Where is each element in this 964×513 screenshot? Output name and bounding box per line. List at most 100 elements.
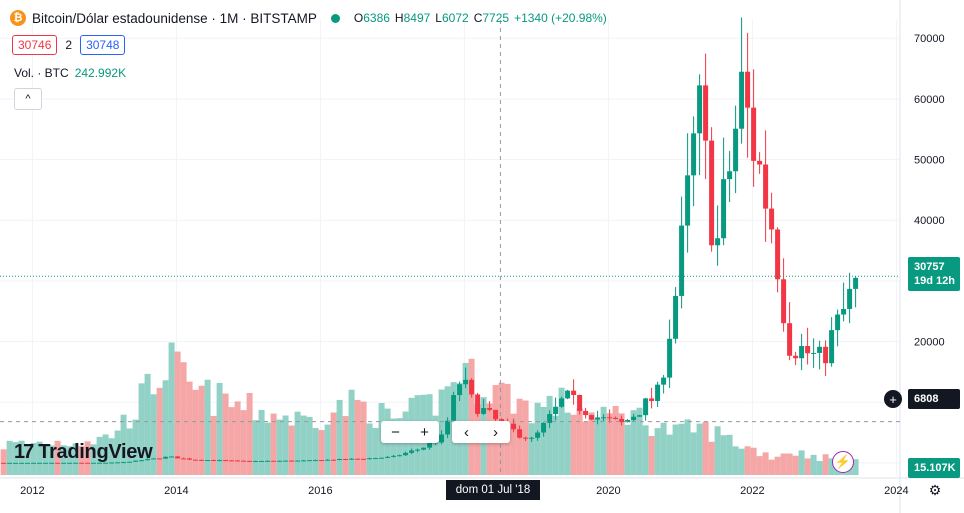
volume-bar — [810, 454, 817, 475]
candle-body — [475, 394, 481, 414]
volume-bar — [738, 448, 745, 475]
volume-bar — [222, 393, 229, 475]
symbol-title[interactable]: Bitcoin/Dólar estadounidense · 1M · BITS… — [32, 10, 317, 26]
candle-body — [103, 462, 109, 464]
volume-bar — [354, 399, 361, 475]
volume-bar — [144, 373, 151, 475]
volume-bar — [852, 459, 859, 475]
volume-bar — [138, 383, 145, 475]
volume-bar — [318, 430, 325, 475]
zoom-controls: − + — [381, 421, 439, 443]
candle-body — [253, 461, 259, 463]
candle-body — [205, 460, 211, 462]
candle-body — [529, 437, 535, 439]
price-axis[interactable]: 010000200003000040000500006000070000 — [914, 33, 945, 470]
volume-bar — [156, 387, 163, 475]
time-axis[interactable]: 2012201420162018202020222024 — [20, 485, 908, 497]
volume-bar — [588, 412, 595, 475]
zoom-out-button[interactable]: − — [391, 423, 400, 441]
volume-bar — [252, 420, 259, 475]
candle-body — [85, 462, 91, 464]
volume-bar — [576, 408, 583, 475]
settings-icon[interactable]: ⚙ — [928, 481, 942, 498]
candle-body — [217, 460, 223, 462]
volume-bar — [744, 446, 751, 475]
ohlc-value: 7725 — [482, 11, 510, 25]
candle-body — [853, 277, 859, 289]
candle-body — [637, 415, 643, 417]
volume-legend[interactable]: Vol. · BTC 242.992K — [14, 66, 126, 80]
trade-buttons: 30746 2 30748 — [12, 35, 126, 55]
candle-body — [829, 330, 835, 364]
scroll-right-button[interactable]: › — [493, 423, 498, 441]
scroll-left-button[interactable]: ‹ — [464, 423, 469, 441]
volume-bar — [630, 410, 637, 475]
volume-bar — [732, 446, 739, 475]
candle-body — [241, 460, 247, 462]
candle-body — [427, 442, 433, 448]
tradingview-logo[interactable]: 17 TradingView — [14, 441, 153, 464]
volume-bar — [186, 381, 193, 475]
candle-body — [211, 460, 217, 462]
x-tick-label: 2024 — [884, 485, 908, 497]
candle-body — [73, 462, 79, 464]
volume-bar — [468, 358, 475, 475]
volume-bar — [828, 458, 835, 475]
candle-body — [811, 352, 817, 354]
candle-body — [79, 462, 85, 464]
candle-body — [193, 459, 199, 461]
collapse-legend-button[interactable]: ^ — [14, 88, 42, 110]
volume-bar — [708, 441, 715, 475]
volume-bar — [66, 446, 73, 475]
volume-bar — [246, 393, 253, 475]
buy-button[interactable]: 30748 — [80, 35, 126, 55]
candle-body — [61, 462, 67, 464]
candle-body — [481, 408, 487, 414]
volume-bar — [306, 416, 313, 475]
volume-bar — [96, 436, 103, 475]
candle-body — [511, 423, 517, 430]
ohlc-key: C — [473, 11, 483, 25]
volume-bar — [162, 380, 169, 475]
volume-bar — [312, 428, 319, 475]
volume-bar — [756, 456, 763, 475]
candle-body — [523, 437, 529, 439]
y-tick-label: 40000 — [914, 215, 945, 227]
candle-body — [169, 456, 175, 458]
bolt-icon[interactable]: ⚡ — [832, 451, 854, 473]
volume-bar — [336, 399, 343, 475]
bitcoin-icon: ₿ — [10, 10, 26, 26]
volume-bar — [282, 415, 289, 475]
volume-bar — [366, 423, 373, 475]
volume-bar — [600, 406, 607, 475]
sell-button[interactable]: 30746 — [12, 35, 58, 55]
volume-bar — [696, 423, 703, 475]
candle-body — [655, 384, 661, 402]
market-status-icon[interactable] — [330, 13, 340, 23]
candle-body — [331, 459, 337, 461]
volume-bar — [570, 414, 577, 475]
zoom-in-button[interactable]: + — [420, 423, 429, 441]
volume-bar — [792, 455, 799, 475]
volume-bar — [528, 423, 535, 475]
volume-bar — [798, 450, 805, 475]
candle-body — [463, 379, 469, 385]
candle-body — [451, 395, 457, 421]
candle-body — [847, 288, 853, 309]
plus-icon[interactable]: + — [884, 390, 902, 408]
y-tick-label: 20000 — [914, 337, 945, 349]
candle-body — [565, 390, 571, 399]
x-tick-label: 2016 — [308, 485, 332, 497]
volume-bar — [198, 385, 205, 475]
volume-bar — [114, 430, 121, 475]
x-tick-label: 2020 — [596, 485, 620, 497]
volume-bar — [390, 418, 397, 475]
candle-body — [187, 458, 193, 460]
volume-bar — [618, 413, 625, 475]
volume-bar — [192, 389, 199, 475]
candle-body — [199, 459, 205, 461]
price-change: +1340 (+20.98%) — [514, 11, 607, 25]
candle-body — [289, 460, 295, 462]
volume-bar — [636, 407, 643, 475]
